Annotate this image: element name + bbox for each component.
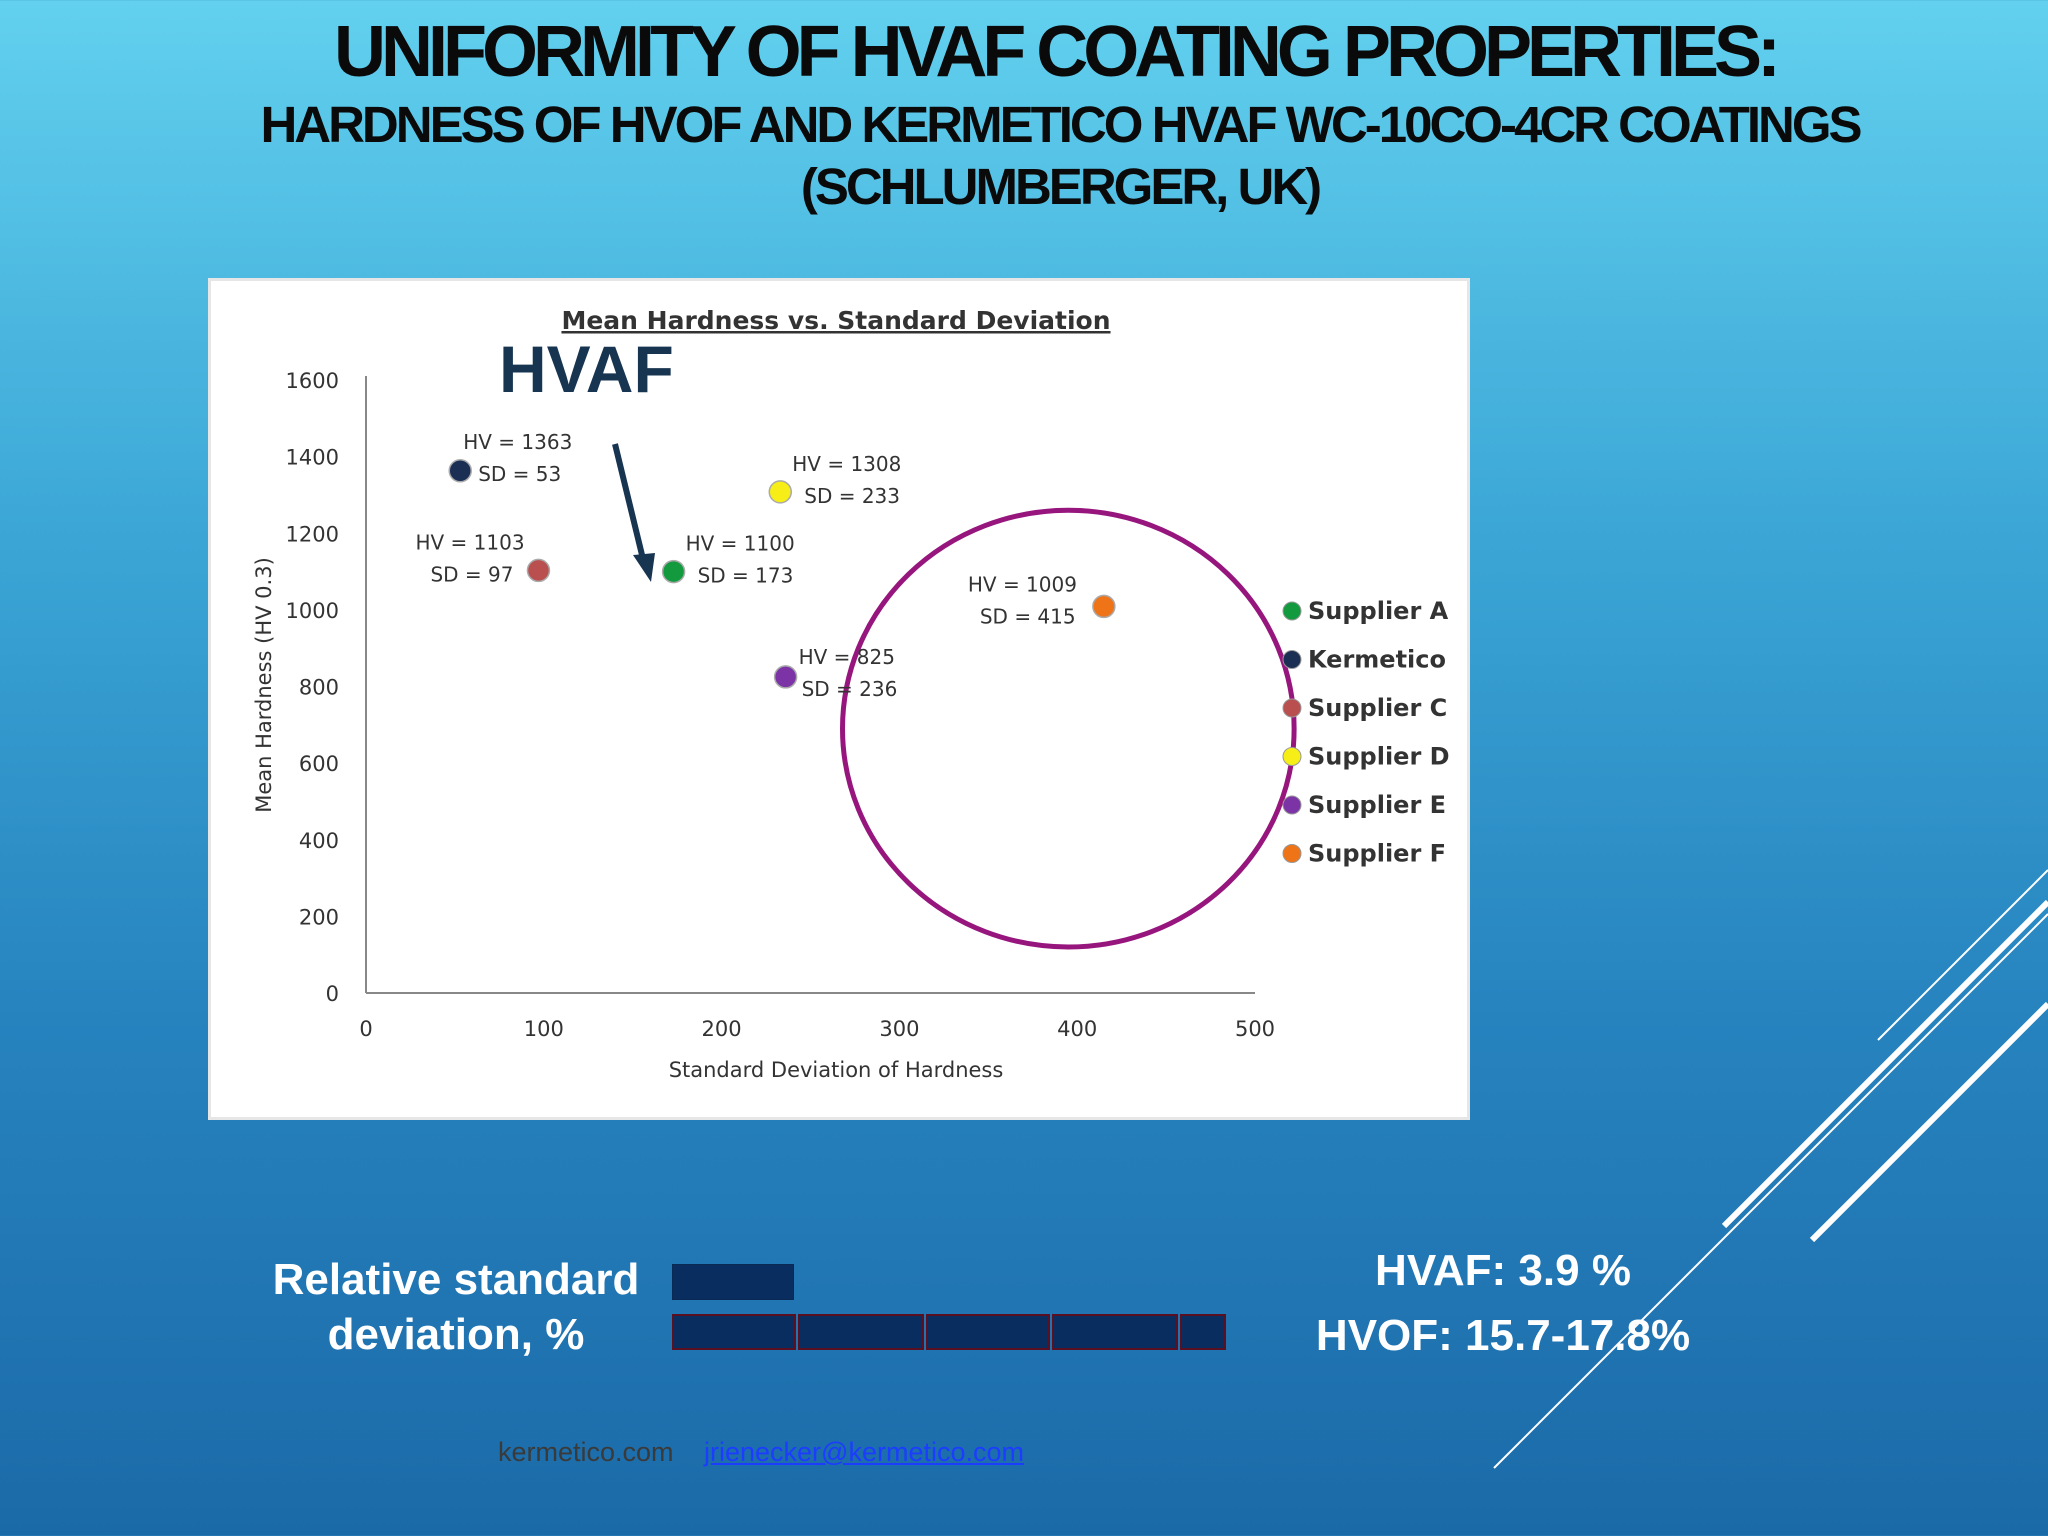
rsd-bar-hvof-seg-3 bbox=[926, 1314, 1050, 1350]
x-tick-label: 500 bbox=[1235, 1017, 1275, 1041]
rsd-bar-hvaf bbox=[672, 1264, 794, 1300]
data-point bbox=[448, 459, 472, 483]
legend-label: Kermetico bbox=[1308, 646, 1446, 674]
legend-marker bbox=[1282, 795, 1302, 815]
data-label-hv: HV = 1308 bbox=[792, 452, 901, 476]
footer-email-link[interactable]: jrienecker@kermetico.com bbox=[704, 1437, 1024, 1467]
y-tick-label: 600 bbox=[299, 752, 339, 776]
legend-label: Supplier E bbox=[1308, 791, 1446, 819]
rsd-bar-hvof-seg-2 bbox=[798, 1314, 924, 1350]
rsd-label-line-2: deviation, % bbox=[327, 1310, 585, 1359]
data-label-hv: HV = 1009 bbox=[968, 572, 1077, 596]
highlight-ellipse bbox=[840, 507, 1297, 950]
x-tick-label: 100 bbox=[524, 1017, 564, 1041]
y-axis-label: Mean Hardness (HV 0.3) bbox=[252, 557, 276, 813]
rsd-bar-hvof-seg-5 bbox=[1180, 1314, 1226, 1350]
y-tick-label: 0 bbox=[326, 982, 339, 1006]
x-axis-label: Standard Deviation of Hardness bbox=[669, 1058, 1004, 1082]
x-tick-label: 0 bbox=[359, 1017, 372, 1041]
data-point bbox=[661, 559, 686, 584]
y-tick-label: 1400 bbox=[286, 446, 339, 470]
data-label-hv: HV = 1103 bbox=[415, 530, 524, 554]
slide-subtitle: HARDNESS OF HVOF AND KERMETICO HVAF WC-1… bbox=[180, 94, 1940, 218]
legend-label: Supplier F bbox=[1308, 840, 1446, 868]
y-tick-label: 1000 bbox=[286, 599, 339, 623]
x-tick-label: 200 bbox=[702, 1017, 742, 1041]
rsd-bar-hvof-seg-1 bbox=[672, 1314, 796, 1350]
data-label-sd: SD = 53 bbox=[478, 462, 561, 486]
scatter-chart: Mean Hardness vs. Standard Deviation 0 200… bbox=[252, 306, 1450, 1082]
legend-marker bbox=[1282, 747, 1302, 766]
chart-title: Mean Hardness vs. Standard Deviation bbox=[561, 306, 1110, 335]
legend-label: Supplier C bbox=[1308, 694, 1447, 722]
data-label-hv: HV = 1100 bbox=[686, 532, 795, 556]
hvaf-annotation: HVAF bbox=[499, 332, 674, 406]
y-tick-label: 1200 bbox=[286, 522, 339, 546]
data-label-hv: HV = 825 bbox=[799, 645, 895, 669]
data-label-sd: SD = 173 bbox=[698, 564, 794, 588]
rsd-bar-hvof-seg-4 bbox=[1052, 1314, 1178, 1350]
rsd-label: Relative standard deviation, % bbox=[236, 1252, 676, 1362]
rsd-label-line-1: Relative standard bbox=[272, 1255, 640, 1304]
footer-site: kermetico.com bbox=[498, 1437, 674, 1467]
data-label-hv: HV = 1363 bbox=[463, 430, 572, 454]
y-tick-label: 1600 bbox=[286, 369, 339, 393]
legend-label: Supplier A bbox=[1308, 597, 1449, 625]
y-tick-label: 200 bbox=[299, 905, 339, 929]
y-tick-label: 800 bbox=[299, 676, 339, 700]
subtitle-line-1: HARDNESS OF HVOF AND KERMETICO HVAF WC-1… bbox=[260, 96, 1862, 153]
x-tick-label: 400 bbox=[1057, 1017, 1097, 1041]
legend-marker bbox=[1282, 650, 1302, 669]
data-label-sd: SD = 233 bbox=[804, 484, 900, 508]
x-tick-label: 300 bbox=[879, 1017, 919, 1041]
hvof-stat: HVOF: 15.7-17.8% bbox=[1315, 1311, 1691, 1360]
data-label-sd: SD = 236 bbox=[802, 677, 898, 701]
data-point bbox=[773, 665, 798, 689]
data-point bbox=[526, 558, 551, 583]
legend-marker bbox=[1282, 844, 1302, 863]
legend-marker bbox=[1282, 601, 1302, 621]
y-tick-label: 400 bbox=[299, 829, 339, 853]
legend-marker bbox=[1282, 698, 1302, 718]
hvaf-arrow-head bbox=[633, 553, 655, 582]
slide-title: UNIFORMITY OF HVAF COATING PROPERTIES: bbox=[333, 12, 1781, 92]
data-label-sd: SD = 415 bbox=[980, 604, 1076, 628]
data-point bbox=[1092, 594, 1116, 619]
legend-label: Supplier D bbox=[1308, 743, 1450, 771]
hvaf-arrow-shaft bbox=[612, 443, 646, 560]
data-label-sd: SD = 97 bbox=[430, 562, 513, 586]
chart-frame: Mean Hardness vs. Standard Deviation 0 200… bbox=[208, 278, 1470, 1120]
subtitle-line-2: (SCHLUMBERGER, UK) bbox=[800, 158, 1322, 215]
data-point bbox=[768, 480, 793, 504]
hvaf-stat: HVAF: 3.9 % bbox=[1375, 1246, 1631, 1295]
